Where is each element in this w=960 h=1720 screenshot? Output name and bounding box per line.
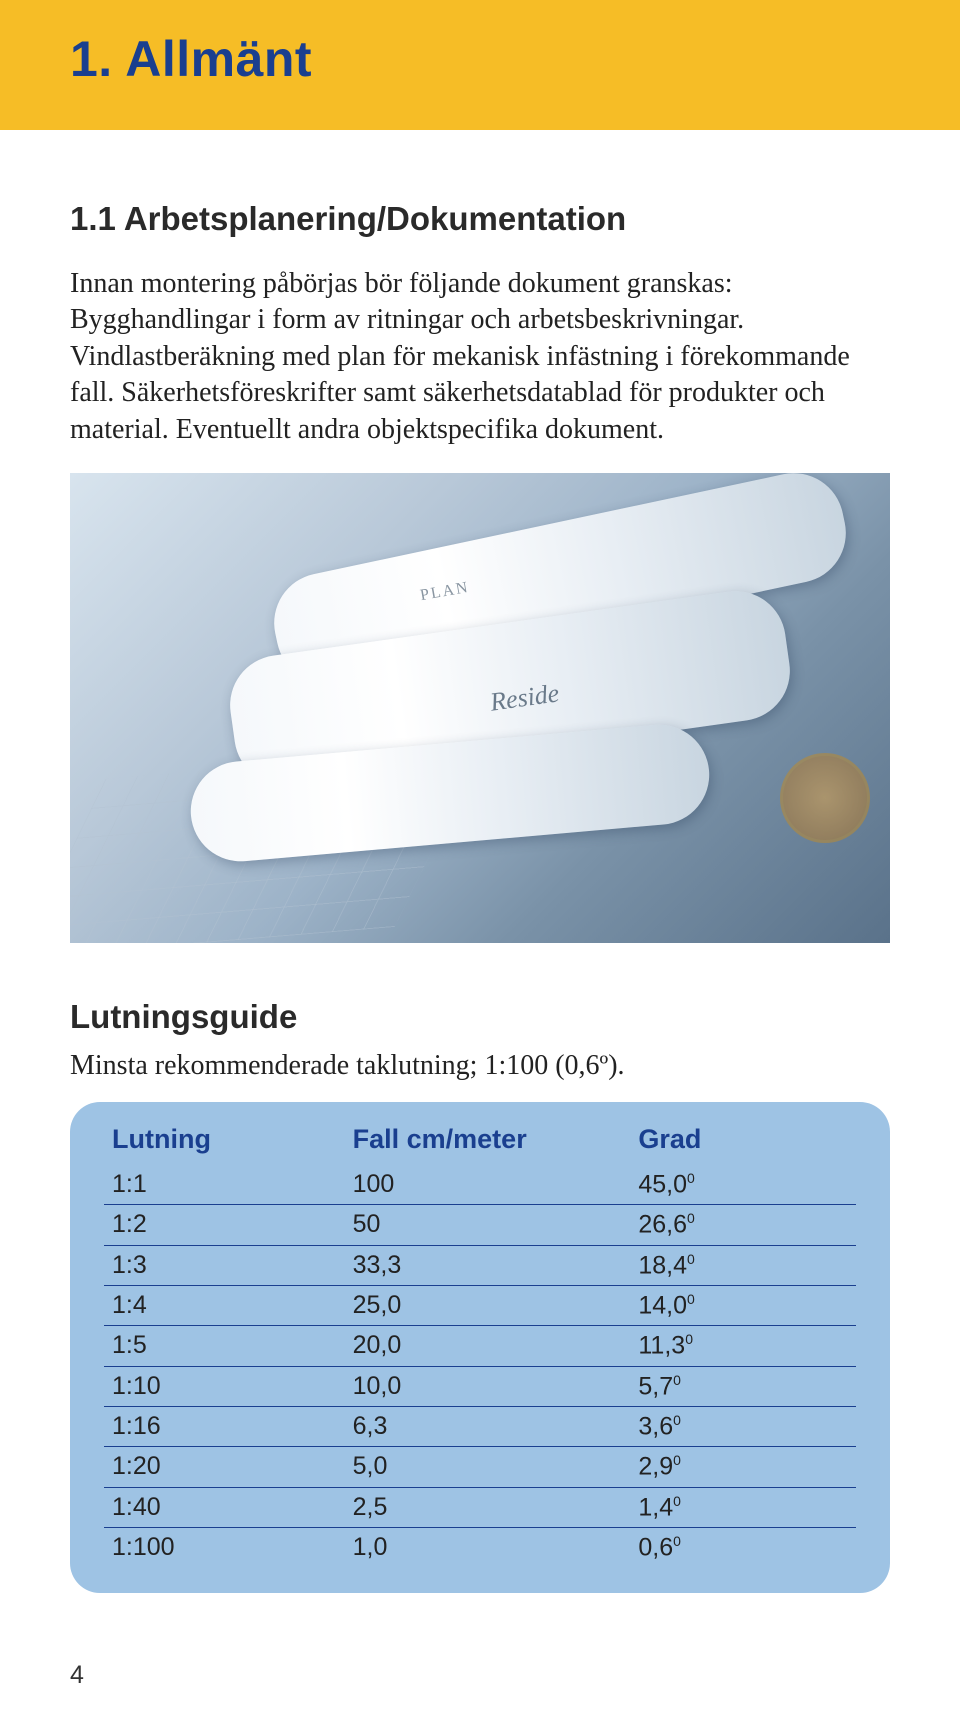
cell-lutning: 1:100: [104, 1527, 345, 1567]
cell-fall: 20,0: [345, 1326, 631, 1366]
cell-lutning: 1:16: [104, 1406, 345, 1446]
cell-fall: 25,0: [345, 1285, 631, 1325]
cell-fall: 50: [345, 1205, 631, 1245]
cell-fall: 6,3: [345, 1406, 631, 1446]
illustration-blueprints: PLAN Reside: [70, 473, 890, 943]
cell-lutning: 1:2: [104, 1205, 345, 1245]
cell-fall: 33,3: [345, 1245, 631, 1285]
cell-grad: 3,60: [630, 1406, 856, 1446]
cell-grad: 26,60: [630, 1205, 856, 1245]
cell-lutning: 1:4: [104, 1285, 345, 1325]
content-area: 1.1 Arbetsplanering/Dokumentation Innan …: [0, 130, 960, 1593]
guide-table: Lutning Fall cm/meter Grad 1:110045,001:…: [104, 1124, 856, 1567]
table-row: 1:110045,00: [104, 1165, 856, 1205]
cell-grad: 14,00: [630, 1285, 856, 1325]
table-row: 1:205,02,90: [104, 1447, 856, 1487]
table-row: 1:25026,60: [104, 1205, 856, 1245]
cell-fall: 100: [345, 1165, 631, 1205]
col-header-grad: Grad: [630, 1124, 856, 1165]
cell-grad: 18,40: [630, 1245, 856, 1285]
section-heading: 1.1 Arbetsplanering/Dokumentation: [70, 200, 890, 238]
page-number: 4: [70, 1661, 84, 1690]
cell-grad: 2,90: [630, 1447, 856, 1487]
cell-lutning: 1:40: [104, 1487, 345, 1527]
cell-lutning: 1:1: [104, 1165, 345, 1205]
cell-grad: 5,70: [630, 1366, 856, 1406]
table-row: 1:425,014,00: [104, 1285, 856, 1325]
cell-lutning: 1:10: [104, 1366, 345, 1406]
table-row: 1:520,011,30: [104, 1326, 856, 1366]
cell-grad: 11,30: [630, 1326, 856, 1366]
col-header-lutning: Lutning: [104, 1124, 345, 1165]
cell-fall: 10,0: [345, 1366, 631, 1406]
header-band: 1. Allmänt: [0, 0, 960, 130]
guide-table-wrap: Lutning Fall cm/meter Grad 1:110045,001:…: [70, 1102, 890, 1593]
table-row: 1:166,33,60: [104, 1406, 856, 1446]
table-header-row: Lutning Fall cm/meter Grad: [104, 1124, 856, 1165]
table-row: 1:333,318,40: [104, 1245, 856, 1285]
guide-heading: Lutningsguide: [70, 998, 890, 1036]
cell-fall: 1,0: [345, 1527, 631, 1567]
table-row: 1:402,51,40: [104, 1487, 856, 1527]
cell-fall: 5,0: [345, 1447, 631, 1487]
table-row: 1:1001,00,60: [104, 1527, 856, 1567]
cell-grad: 45,00: [630, 1165, 856, 1205]
cell-fall: 2,5: [345, 1487, 631, 1527]
table-row: 1:1010,05,70: [104, 1366, 856, 1406]
section-body: Innan montering påbörjas bör följande do…: [70, 266, 890, 448]
page-title: 1. Allmänt: [70, 30, 960, 88]
cell-lutning: 1:3: [104, 1245, 345, 1285]
col-header-fall: Fall cm/meter: [345, 1124, 631, 1165]
cell-grad: 0,60: [630, 1527, 856, 1567]
guide-subtitle: Minsta rekommenderade taklutning; 1:100 …: [70, 1050, 890, 1082]
cell-grad: 1,40: [630, 1487, 856, 1527]
cell-lutning: 1:20: [104, 1447, 345, 1487]
compass-icon: [780, 753, 870, 843]
cell-lutning: 1:5: [104, 1326, 345, 1366]
